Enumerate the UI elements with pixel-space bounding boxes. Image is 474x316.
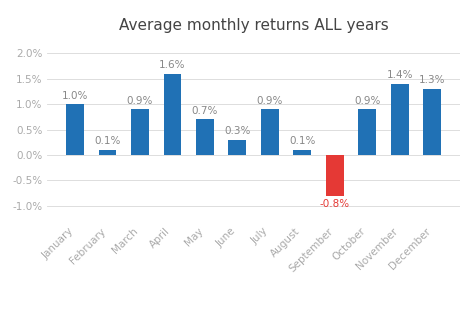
Bar xyxy=(326,155,344,196)
Bar xyxy=(228,140,246,155)
Text: 1.6%: 1.6% xyxy=(159,60,186,70)
Text: 0.9%: 0.9% xyxy=(256,96,283,106)
Text: 0.3%: 0.3% xyxy=(224,126,251,136)
Bar xyxy=(66,104,84,155)
Bar xyxy=(196,119,214,155)
Text: 1.0%: 1.0% xyxy=(62,91,88,100)
Text: 0.9%: 0.9% xyxy=(127,96,153,106)
Bar xyxy=(358,109,376,155)
Title: Average monthly returns ALL years: Average monthly returns ALL years xyxy=(118,18,389,33)
Bar xyxy=(391,84,409,155)
Text: 0.7%: 0.7% xyxy=(191,106,218,116)
Bar xyxy=(99,150,117,155)
Bar xyxy=(293,150,311,155)
Bar xyxy=(261,109,279,155)
Bar xyxy=(423,89,441,155)
Text: 0.1%: 0.1% xyxy=(289,137,316,146)
Bar xyxy=(131,109,149,155)
Text: 0.1%: 0.1% xyxy=(94,137,121,146)
Bar xyxy=(164,74,182,155)
Text: 0.9%: 0.9% xyxy=(354,96,380,106)
Text: 1.3%: 1.3% xyxy=(419,75,446,85)
Text: 1.4%: 1.4% xyxy=(386,70,413,80)
Text: -0.8%: -0.8% xyxy=(319,199,350,209)
